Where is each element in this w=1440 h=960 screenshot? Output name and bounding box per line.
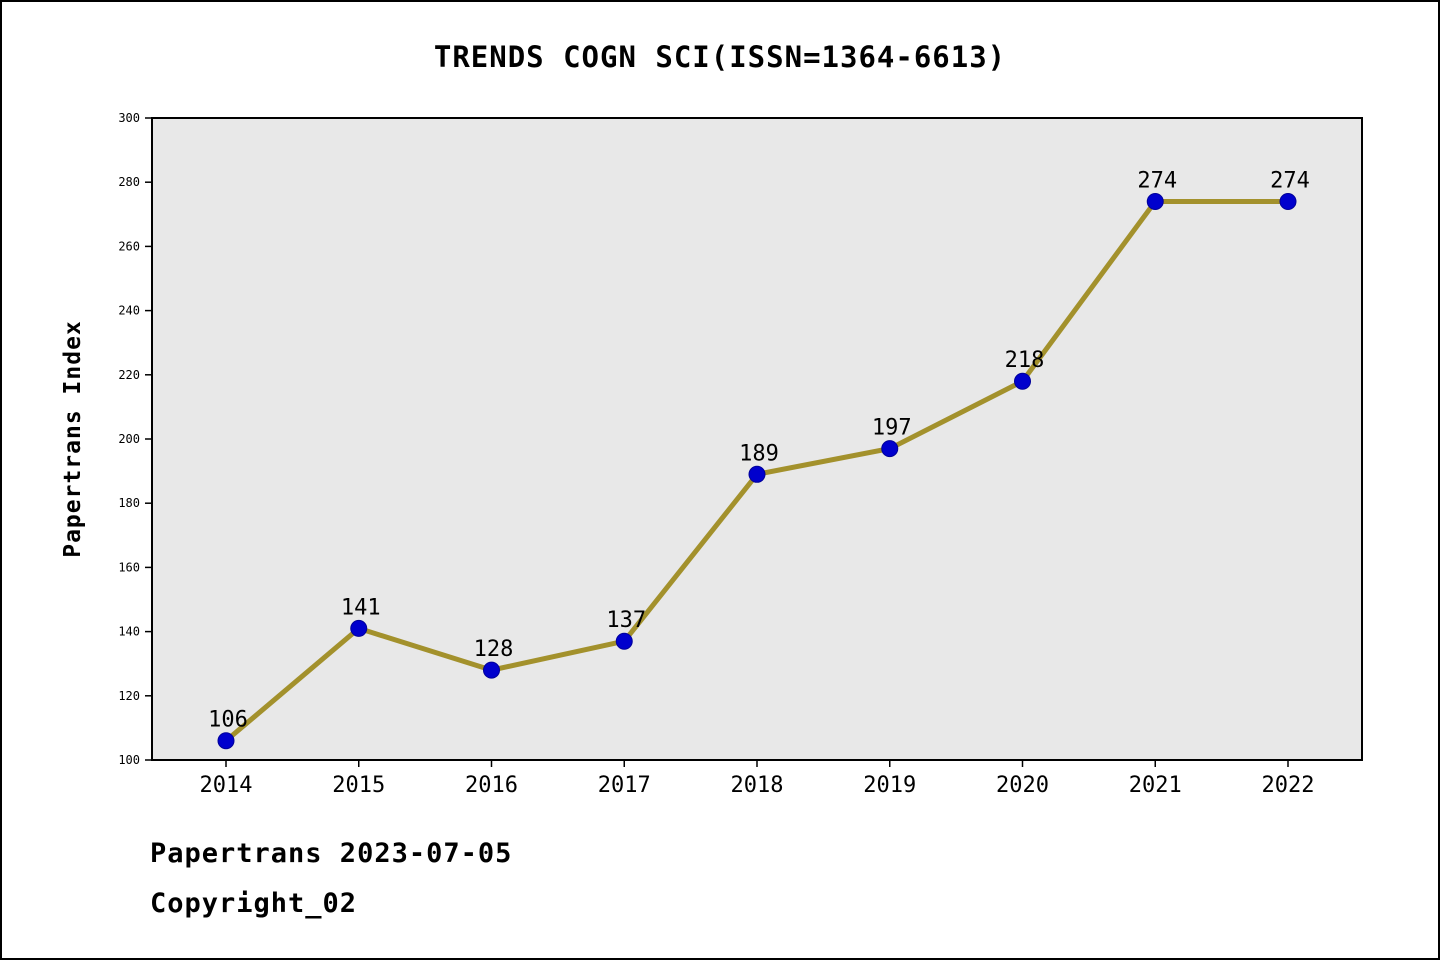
point-label: 274 xyxy=(1137,168,1177,193)
y-tick-label: 100 xyxy=(118,753,140,767)
y-tick-label: 180 xyxy=(118,496,140,510)
x-tick-label: 2015 xyxy=(332,773,385,798)
data-point xyxy=(1014,372,1031,390)
x-tick-label: 2021 xyxy=(1129,773,1182,798)
chart-title: TRENDS COGN SCI(ISSN=1364-6613) xyxy=(433,40,1007,74)
y-tick-label: 160 xyxy=(118,560,140,574)
x-tick-label: 2022 xyxy=(1262,773,1315,798)
y-tick-label: 200 xyxy=(118,432,140,446)
footer-date: Papertrans 2023-07-05 xyxy=(150,838,513,869)
data-point xyxy=(1279,192,1297,210)
point-label: 141 xyxy=(341,595,381,620)
point-label: 189 xyxy=(739,441,779,466)
y-axis-label: Papertrans Index xyxy=(60,320,86,558)
point-label: 274 xyxy=(1270,168,1310,193)
footer-copyright: Copyright_02 xyxy=(150,888,358,919)
data-point xyxy=(350,619,368,637)
y-tick-label: 280 xyxy=(118,175,140,189)
data-point xyxy=(217,732,235,750)
data-point xyxy=(615,632,633,650)
point-label: 106 xyxy=(208,708,248,733)
point-label: 137 xyxy=(606,608,646,633)
y-tick-label: 240 xyxy=(118,304,140,318)
y-tick-label: 120 xyxy=(118,689,140,703)
y-tick-label: 220 xyxy=(118,368,140,382)
x-tick-label: 2014 xyxy=(200,773,253,798)
point-label: 218 xyxy=(1005,348,1045,373)
plot-area xyxy=(151,117,1363,761)
point-label: 128 xyxy=(474,637,514,662)
y-tick-label: 260 xyxy=(118,239,140,253)
x-tick-label: 2016 xyxy=(465,773,518,798)
data-point xyxy=(483,661,500,679)
data-point xyxy=(748,465,766,483)
y-tick-label: 300 xyxy=(118,111,140,125)
data-point xyxy=(881,440,899,458)
data-point xyxy=(1146,192,1164,210)
x-tick-label: 2019 xyxy=(863,773,916,798)
x-tick-label: 2020 xyxy=(996,773,1049,798)
x-tick-label: 2017 xyxy=(598,773,651,798)
y-tick-label: 140 xyxy=(118,625,140,639)
x-tick-label: 2018 xyxy=(731,773,784,798)
point-label: 197 xyxy=(872,416,912,441)
